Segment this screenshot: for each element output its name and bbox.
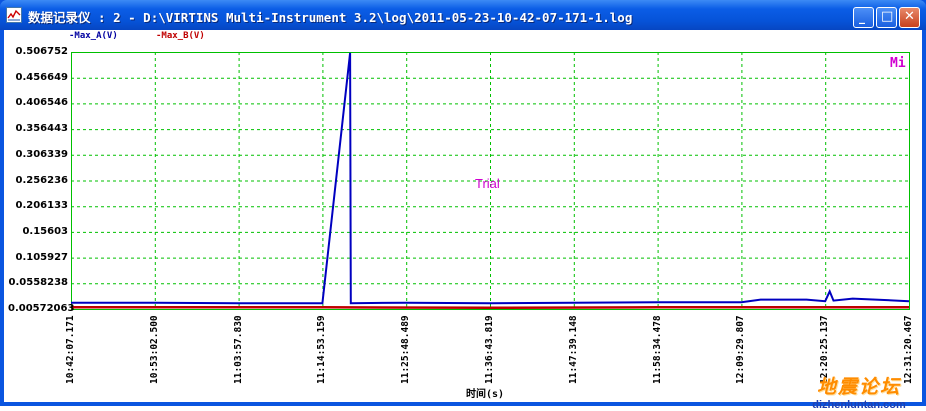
- y-tick-label: 0.406546: [15, 97, 68, 109]
- maximize-button[interactable]: □: [876, 7, 897, 28]
- trial-overlay-text: Trial: [475, 176, 500, 191]
- y-tick-label: 0.15603: [22, 225, 68, 237]
- series-line-max-a: [71, 52, 910, 305]
- watermark-url: dizhenluntan.com: [812, 399, 906, 411]
- y-tick-label: 0.0558238: [8, 277, 68, 289]
- plot-area[interactable]: [4, 30, 922, 402]
- x-tick-label: 10:53:02.500: [148, 315, 160, 384]
- chart-app-icon[interactable]: [6, 7, 22, 23]
- forum-watermark: 地震论坛 dizhenluntan.com: [794, 372, 924, 411]
- x-tick-label: 11:47:39.148: [567, 315, 579, 384]
- watermark-cn: 地震论坛: [816, 376, 901, 398]
- y-tick-label: 0.306339: [15, 148, 68, 160]
- close-button[interactable]: ✕: [899, 7, 920, 28]
- y-tick-label: 0.00572063: [8, 303, 75, 314]
- plot-frame: [71, 52, 910, 310]
- window-title: 数据记录仪 : 2 - D:\VIRTINS Multi-Instrument …: [28, 10, 633, 25]
- series-line-max-b: [71, 306, 909, 310]
- close-icon: ✕: [904, 9, 915, 24]
- x-tick-label: 11:14:53.159: [316, 315, 328, 384]
- y-tick-label: 0.105927: [15, 251, 68, 263]
- y-tick-label: 0.206133: [15, 200, 68, 212]
- minimize-icon: _: [859, 10, 865, 24]
- x-tick-label: 11:03:57.830: [232, 315, 244, 384]
- maximize-icon: □: [881, 9, 894, 24]
- y-tick-label: 0.506752: [15, 46, 68, 57]
- y-tick-label: 0.456649: [15, 71, 68, 83]
- x-tick-label: 10:42:07.171: [65, 315, 76, 384]
- x-tick-label: 11:25:48.489: [400, 315, 412, 384]
- x-tick-label: 12:09:29.807: [735, 315, 747, 384]
- minimize-button[interactable]: _: [853, 7, 874, 28]
- mi-logo-text: Mi: [890, 56, 906, 71]
- legend-series-b: -Max_B(V): [156, 31, 205, 41]
- legend-series-a: -Max_A(V): [69, 31, 118, 41]
- y-tick-label: 0.256236: [15, 174, 68, 186]
- title-bar[interactable]: 数据记录仪 : 2 - D:\VIRTINS Multi-Instrument …: [0, 0, 926, 30]
- x-tick-label: 11:58:34.478: [651, 315, 663, 384]
- x-tick-label: 11:36:43.819: [484, 315, 495, 384]
- x-axis-label: 时间(s): [466, 389, 505, 400]
- chart-panel[interactable]: -Max_A(V) -Max_B(V) 0.506752 0.456649 0.40…: [4, 30, 922, 411]
- y-tick-label: 0.356443: [15, 123, 68, 135]
